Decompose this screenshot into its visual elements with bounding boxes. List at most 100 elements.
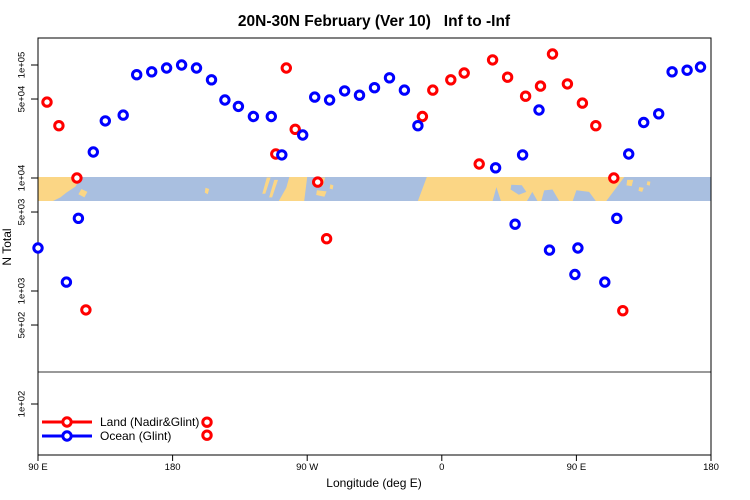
data-point-land <box>501 71 514 83</box>
data-point-ocean <box>666 66 678 78</box>
data-point-ocean <box>205 74 218 86</box>
data-point-land <box>486 54 499 66</box>
map-band-land <box>646 181 651 186</box>
data-point-ocean <box>117 109 129 121</box>
data-point-ocean <box>368 82 381 94</box>
data-point-ocean <box>516 149 529 161</box>
data-point-ocean <box>309 91 321 103</box>
data-point-ocean <box>572 242 584 254</box>
data-point-land <box>416 110 429 123</box>
data-point-land <box>445 74 457 86</box>
data-point-ocean <box>509 218 521 230</box>
y-tick-label: 1e+04 <box>17 165 28 192</box>
data-point-ocean <box>32 242 44 254</box>
data-point-ocean <box>569 268 581 281</box>
data-point-land <box>201 429 213 441</box>
data-point-land <box>280 62 292 74</box>
data-point-ocean <box>489 162 502 174</box>
data-point-ocean <box>323 94 336 106</box>
data-point-land <box>473 158 485 170</box>
map-band-land <box>316 190 327 197</box>
map-band-land <box>626 179 634 187</box>
legend-label: Land (Nadir&Glint) <box>100 415 199 429</box>
x-tick-label: 0 <box>439 462 444 473</box>
map-band-land <box>204 187 210 195</box>
map-band-land <box>262 177 271 194</box>
data-point-ocean <box>265 110 277 123</box>
legend-label: Ocean (Glint) <box>100 429 171 443</box>
data-point-land <box>289 123 301 136</box>
y-tick-label: 5e+02 <box>17 312 28 339</box>
data-point-land <box>576 97 589 109</box>
x-tick-label: 90 E <box>567 462 587 473</box>
data-point-ocean <box>623 148 635 160</box>
data-point-land <box>458 67 470 79</box>
data-point-land <box>608 172 620 184</box>
data-point-land <box>41 96 53 108</box>
data-point-ocean <box>694 61 707 73</box>
data-point-ocean <box>190 62 203 74</box>
data-point-land <box>590 120 602 132</box>
data-point-ocean <box>599 276 611 288</box>
x-tick-label: 180 <box>165 462 181 473</box>
y-axis-title: N Total <box>0 228 14 265</box>
data-point-land <box>534 80 547 92</box>
map-band-land <box>278 177 308 201</box>
y-tick-label: 1e+03 <box>17 278 28 305</box>
data-point-land <box>201 416 213 428</box>
data-point-ocean <box>653 108 665 120</box>
map-band <box>38 177 711 201</box>
legend: Land (Nadir&Glint)Ocean (Glint) <box>42 415 199 443</box>
data-point-ocean <box>297 129 309 141</box>
map-band-land <box>638 187 644 192</box>
land-series-points <box>41 48 629 441</box>
y-tick-label: 5e+04 <box>17 86 28 113</box>
map-band-land <box>269 179 278 198</box>
map-band-land <box>78 189 88 198</box>
y-tick-label: 1e+02 <box>17 391 28 418</box>
y-tick-label: 5e+03 <box>17 199 28 226</box>
plot-border <box>37 37 712 456</box>
x-tick-label: 90 W <box>296 462 318 473</box>
x-tick-label: 90 E <box>28 462 48 473</box>
map-band-land <box>329 184 334 190</box>
map-band-land <box>38 177 82 201</box>
data-point-ocean <box>383 72 396 84</box>
data-point-land <box>80 304 92 316</box>
data-point-ocean <box>338 85 351 97</box>
data-point-ocean <box>543 244 556 256</box>
ocean-series-points <box>32 59 707 288</box>
data-point-land <box>617 305 629 317</box>
data-point-land <box>427 84 439 96</box>
data-point-land <box>519 90 532 102</box>
x-tick-label: 180 <box>703 462 719 473</box>
chart-title: 20N-30N February (Ver 10) Inf to -Inf <box>238 13 511 30</box>
axis-ticks: 1e+05 5e+04 1e+04 5e+03 1e+03 5e+02 1e+02 90 E 1… <box>17 52 719 473</box>
legend-marker <box>61 430 73 442</box>
data-point-ocean <box>99 115 112 127</box>
data-point-land <box>53 120 65 132</box>
x-axis-title: Longitude (deg E) <box>326 476 421 490</box>
data-point-ocean <box>247 110 260 123</box>
data-point-ocean <box>232 100 245 113</box>
data-point-ocean <box>175 59 188 71</box>
data-point-ocean <box>533 104 545 116</box>
data-point-ocean <box>681 64 693 76</box>
data-point-ocean <box>353 89 366 101</box>
data-point-ocean <box>72 212 85 225</box>
data-point-land <box>71 172 83 184</box>
y-tick-label: 1e+05 <box>17 52 28 79</box>
data-point-ocean <box>131 69 143 81</box>
map-band-water <box>510 184 527 195</box>
data-point-ocean <box>412 120 424 132</box>
data-point-land <box>546 48 559 60</box>
data-point-ocean <box>146 66 158 78</box>
data-point-ocean <box>160 62 173 74</box>
data-point-ocean <box>276 149 288 161</box>
data-point-land <box>561 78 574 90</box>
data-point-ocean <box>398 84 411 96</box>
data-point-ocean <box>638 116 650 129</box>
legend-marker <box>61 416 73 428</box>
